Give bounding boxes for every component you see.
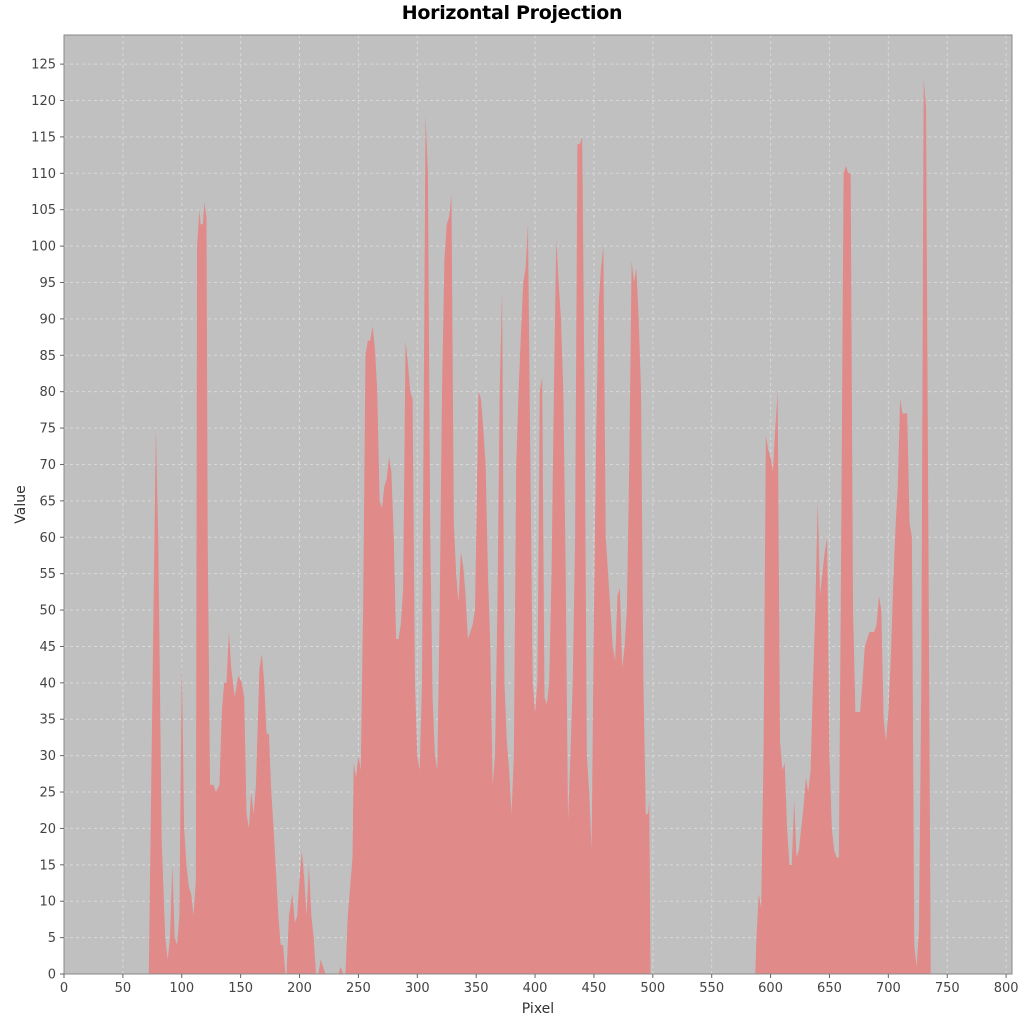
y-tick-label: 0: [48, 968, 56, 983]
x-tick-label: 750: [935, 981, 960, 996]
y-tick-label: 50: [39, 604, 56, 619]
y-tick-label: 75: [39, 422, 56, 437]
x-tick-label: 800: [994, 981, 1019, 996]
x-axis-label: Pixel: [522, 1001, 554, 1017]
x-tick-label: 350: [464, 981, 489, 996]
y-tick-label: 55: [39, 567, 56, 582]
y-tick-label: 105: [31, 203, 56, 218]
y-tick-label: 45: [39, 640, 56, 655]
x-tick-label: 700: [876, 981, 901, 996]
y-tick-label: 115: [31, 130, 56, 145]
x-tick-label: 300: [405, 981, 430, 996]
x-tick-label: 600: [758, 981, 783, 996]
y-tick-label: 25: [39, 786, 56, 801]
x-tick-label: 650: [817, 981, 842, 996]
x-tick-label: 100: [169, 981, 194, 996]
y-tick-label: 120: [31, 94, 56, 109]
x-tick-label: 150: [228, 981, 253, 996]
plot-border: [63, 34, 1013, 975]
x-tick-label: 250: [346, 981, 371, 996]
y-tick-label: 95: [39, 276, 56, 291]
y-tick-label: 110: [31, 167, 56, 182]
x-tick-label: 400: [523, 981, 548, 996]
x-tick-label: 0: [60, 981, 68, 996]
x-tick-label: 550: [699, 981, 724, 996]
y-tick-label: 60: [39, 531, 56, 546]
series-layer: [64, 78, 1012, 975]
y-axis-label: Value: [13, 485, 29, 523]
y-axis: 0 5 10 15 20 25 30 35 40 45 50 55 60 65 70 75 80 85 90 95 10…: [31, 58, 64, 983]
x-tick-label: 450: [582, 981, 607, 996]
y-tick-label: 100: [31, 240, 56, 255]
y-tick-label: 10: [39, 895, 56, 910]
x-tick-label: 500: [640, 981, 665, 996]
x-tick-label: 200: [287, 981, 312, 996]
y-tick-label: 80: [39, 385, 56, 400]
y-tick-label: 5: [48, 931, 56, 946]
y-tick-label: 40: [39, 676, 56, 691]
y-tick-label: 90: [39, 312, 56, 327]
y-tick-label: 20: [39, 822, 56, 837]
series-area: [64, 78, 1012, 975]
y-tick-label: 85: [39, 349, 56, 364]
y-tick-label: 30: [39, 749, 56, 764]
x-axis: 0 50 100 150 200 250 300 350 400 450 500 550 600 650 7…: [60, 974, 1019, 996]
y-tick-label: 125: [31, 58, 56, 73]
y-tick-label: 70: [39, 458, 56, 473]
x-tick-label: 50: [115, 981, 132, 996]
y-tick-label: 15: [39, 858, 56, 873]
y-tick-label: 65: [39, 494, 56, 509]
chart-title: Horizontal Projection: [401, 2, 623, 24]
y-tick-label: 35: [39, 713, 56, 728]
